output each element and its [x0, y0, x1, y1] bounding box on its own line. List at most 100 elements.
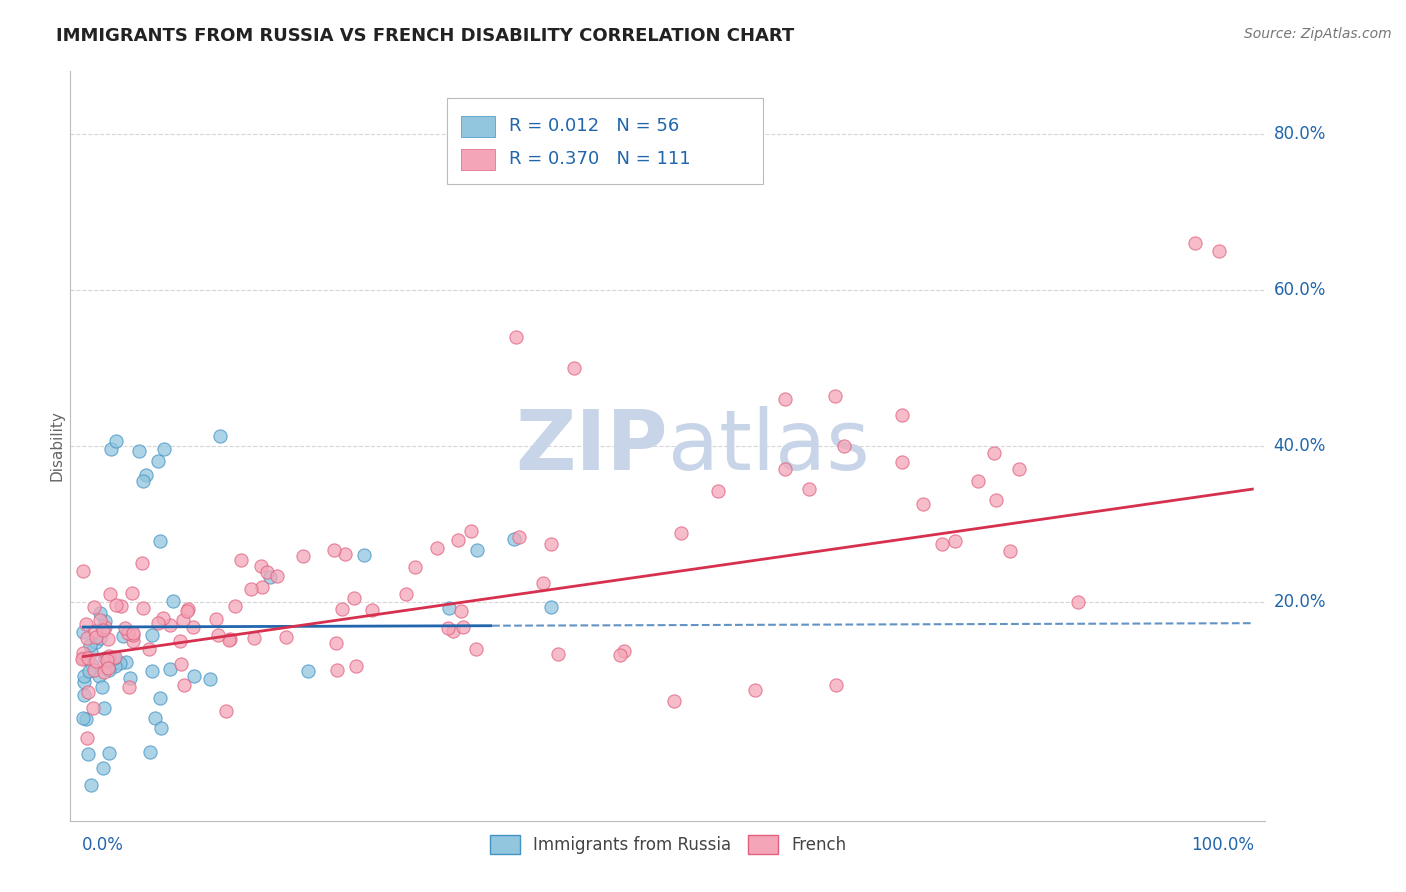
Point: [540, 599, 562, 614]
Point: [91, 680, 114, 694]
Point: [344, 659, 367, 673]
Point: [832, 439, 855, 453]
Text: ZIP: ZIP: [516, 406, 668, 486]
Point: [77, 651, 100, 665]
Point: [91, 761, 114, 775]
Point: [132, 474, 155, 488]
Point: [465, 542, 488, 557]
Point: [503, 532, 526, 546]
Point: [671, 525, 693, 540]
Legend: Immigrants from Russia, French: Immigrants from Russia, French: [482, 829, 853, 861]
Point: [77, 664, 100, 678]
Point: [224, 599, 246, 613]
Point: [825, 678, 848, 692]
Point: [149, 721, 172, 735]
Point: [205, 612, 228, 626]
Point: [333, 547, 356, 561]
Point: [121, 627, 143, 641]
Point: [97, 661, 120, 675]
Point: [198, 672, 221, 686]
Point: [943, 534, 966, 549]
Point: [76, 731, 98, 746]
Point: [94, 651, 117, 665]
Point: [104, 649, 127, 664]
Point: [218, 633, 240, 648]
Point: [80, 645, 103, 659]
Point: [80, 658, 103, 673]
Point: [208, 429, 231, 443]
Point: [153, 442, 176, 456]
Point: [404, 559, 426, 574]
Point: [148, 454, 170, 468]
Point: [89, 613, 111, 627]
Point: [426, 541, 449, 555]
Point: [1008, 462, 1031, 476]
Point: [159, 662, 181, 676]
Point: [256, 565, 278, 579]
Point: [77, 747, 100, 761]
Point: [170, 657, 193, 672]
Point: [451, 619, 474, 633]
Point: [77, 685, 100, 699]
Point: [891, 408, 914, 422]
Point: [132, 600, 155, 615]
Point: [93, 614, 115, 628]
FancyBboxPatch shape: [447, 97, 763, 184]
Point: [70, 652, 93, 666]
Point: [460, 524, 482, 539]
Point: [219, 632, 242, 647]
Text: 80.0%: 80.0%: [1274, 125, 1326, 143]
Point: [609, 648, 631, 662]
Point: [91, 623, 114, 637]
Text: IMMIGRANTS FROM RUSSIA VS FRENCH DISABILITY CORRELATION CHART: IMMIGRANTS FROM RUSSIA VS FRENCH DISABIL…: [56, 27, 794, 45]
Point: [259, 570, 281, 584]
Point: [1208, 244, 1230, 258]
Point: [662, 694, 685, 708]
Point: [103, 650, 125, 665]
FancyBboxPatch shape: [461, 116, 495, 136]
Point: [531, 576, 554, 591]
Point: [97, 632, 120, 647]
Point: [172, 613, 194, 627]
Point: [131, 556, 153, 570]
Point: [72, 711, 94, 725]
Point: [443, 624, 465, 638]
Point: [149, 691, 172, 706]
Point: [330, 601, 353, 615]
Text: R = 0.370   N = 111: R = 0.370 N = 111: [509, 150, 690, 168]
Point: [84, 635, 107, 649]
Point: [104, 659, 127, 673]
Point: [75, 616, 97, 631]
Point: [266, 569, 288, 583]
Point: [91, 622, 114, 636]
Point: [79, 638, 101, 652]
Point: [911, 497, 934, 511]
Point: [360, 603, 382, 617]
Point: [97, 746, 120, 760]
Point: [353, 548, 375, 562]
Point: [108, 657, 131, 671]
Point: [86, 630, 108, 644]
Y-axis label: Disability: Disability: [49, 410, 65, 482]
Point: [141, 628, 163, 642]
Point: [97, 663, 120, 677]
Text: R = 0.012   N = 56: R = 0.012 N = 56: [509, 117, 679, 135]
Point: [89, 606, 111, 620]
Point: [439, 601, 461, 615]
Point: [100, 442, 122, 457]
Point: [229, 553, 252, 567]
Point: [121, 586, 143, 600]
Point: [118, 671, 141, 685]
Point: [141, 664, 163, 678]
Point: [89, 631, 111, 645]
Point: [122, 634, 145, 648]
Point: [464, 642, 486, 657]
Point: [114, 621, 136, 635]
Point: [79, 778, 101, 792]
Point: [162, 593, 184, 607]
Point: [173, 678, 195, 692]
Text: 0.0%: 0.0%: [82, 837, 124, 855]
Point: [292, 549, 315, 563]
Text: 100.0%: 100.0%: [1191, 837, 1254, 855]
Point: [138, 641, 160, 656]
